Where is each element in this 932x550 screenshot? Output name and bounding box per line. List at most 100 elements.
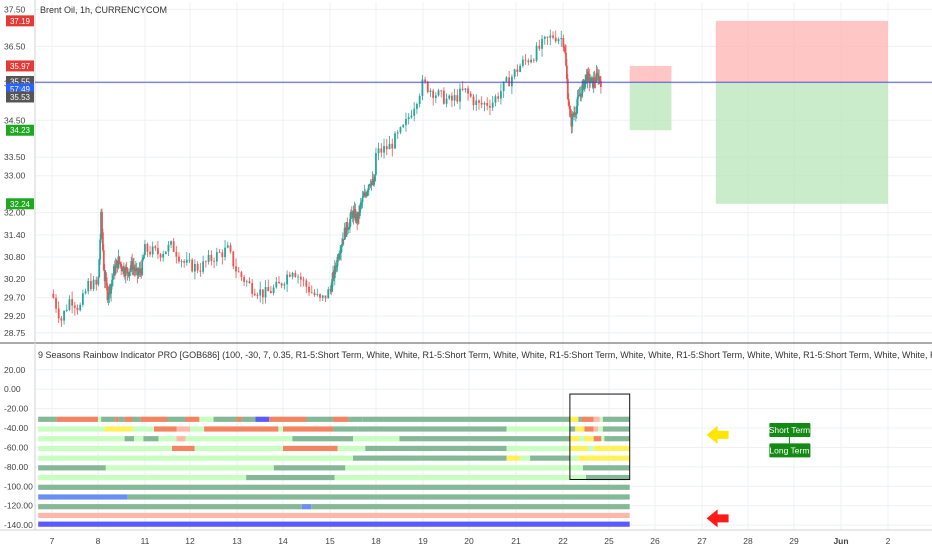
candle-body: [116, 260, 119, 269]
candle-body: [339, 252, 342, 255]
candle-body: [149, 251, 151, 255]
candle-body: [101, 211, 103, 233]
candle-body: [81, 293, 84, 305]
candle-body: [115, 260, 118, 265]
candle-body: [60, 318, 63, 321]
heatmap-segment: [569, 436, 580, 442]
heatmap-segment: [601, 436, 605, 442]
price-tick-label: 29.70: [4, 293, 26, 303]
candle-body: [134, 268, 137, 272]
candle-body: [394, 133, 396, 149]
candle-body: [567, 98, 570, 106]
candle-body: [505, 77, 508, 82]
candle-body: [299, 276, 302, 280]
heatmap-segment: [598, 426, 603, 432]
candle-body: [172, 241, 175, 252]
candle-body: [76, 307, 79, 311]
candle-body: [229, 245, 232, 252]
candle-body: [459, 88, 461, 102]
badge-bg: [6, 75, 34, 87]
candle-body: [566, 78, 569, 99]
candle-body: [380, 148, 383, 153]
heatmap-segment: [143, 436, 159, 442]
heatmap-segment: [124, 416, 133, 422]
heatmap-segment: [38, 465, 106, 471]
overlay-layer: Short Term Long Term: [35, 81, 932, 528]
candle-body: [204, 261, 207, 263]
candle-body: [90, 280, 92, 290]
candle-body: [405, 119, 407, 126]
heatmap-segment: [569, 416, 579, 422]
time-tick-label: 14: [278, 536, 288, 546]
candle-body: [338, 254, 341, 259]
candle-body: [402, 125, 405, 128]
profit-zone: [629, 82, 672, 131]
heatmap-segment: [365, 445, 507, 452]
candle-body: [483, 103, 486, 105]
loss-zone: [629, 65, 672, 83]
heatmap-segment: [38, 504, 302, 510]
heatmap-segment: [333, 426, 358, 432]
candle-body: [569, 109, 572, 117]
heatmap-segment: [172, 445, 195, 452]
indicator-title: 9 Seasons Rainbow Indicator PRO [GOB686]…: [38, 350, 932, 360]
candle-body: [210, 254, 213, 261]
candle-body: [349, 219, 351, 228]
price-badge: 32.24: [6, 198, 34, 210]
heatmap-segment: [132, 416, 141, 422]
candle-body: [383, 146, 385, 153]
heatmap-segment: [38, 426, 105, 432]
candle-body: [104, 277, 107, 282]
red-arrow-icon: [706, 509, 729, 528]
candle-body: [95, 279, 98, 285]
candle-body: [410, 115, 413, 118]
candle-body: [541, 38, 543, 49]
price-tick-label: 30.80: [4, 252, 26, 262]
candle-body: [123, 273, 126, 276]
time-tick-label: 13: [232, 536, 242, 546]
axis-layer: 37.5036.5035.5034.5033.5033.0032.0031.40…: [4, 4, 891, 546]
time-tick-label: 27: [697, 536, 707, 546]
heatmap-segment: [278, 426, 283, 432]
position-zones: [629, 20, 888, 204]
candle-body: [106, 285, 109, 300]
candle-body: [305, 280, 308, 287]
candle-body: [366, 191, 368, 197]
candle-body: [588, 73, 591, 84]
candle-body: [464, 88, 467, 90]
label-box: [769, 443, 811, 458]
badge-bg: [6, 83, 34, 95]
candle-body: [467, 88, 469, 94]
candle-body: [196, 264, 199, 271]
heatmap-segment: [520, 455, 531, 461]
candle-body: [563, 46, 566, 49]
heatmap-segment: [353, 436, 400, 442]
candle-body: [120, 263, 123, 269]
candle-body: [125, 267, 128, 269]
heatmap-segment: [306, 416, 334, 422]
candle-body: [202, 261, 205, 272]
time-tick-label: 19: [418, 536, 428, 546]
heatmap-segment: [569, 455, 579, 461]
candle-body: [313, 292, 316, 296]
loss-zone: [715, 20, 888, 83]
candle-body: [264, 287, 267, 298]
heatmap-segment: [569, 445, 588, 452]
candle-body: [191, 259, 194, 272]
candle-body: [374, 174, 376, 181]
candle-body: [117, 256, 120, 269]
candle-body: [237, 271, 240, 273]
profit-zone: [715, 82, 888, 204]
heatmap-segment: [593, 445, 630, 452]
price-tick-label: 33.00: [4, 171, 26, 181]
heatmap-segment: [593, 426, 599, 432]
heatmap-segment: [199, 416, 214, 422]
badge-text: 32.24: [10, 200, 31, 209]
candle-body: [316, 294, 319, 296]
heatmap-segment: [582, 465, 630, 471]
candle-body: [513, 69, 516, 77]
heatmap-segment: [569, 426, 576, 432]
candle-body: [364, 192, 367, 195]
candle-body: [359, 202, 362, 206]
candle-body: [461, 88, 464, 90]
